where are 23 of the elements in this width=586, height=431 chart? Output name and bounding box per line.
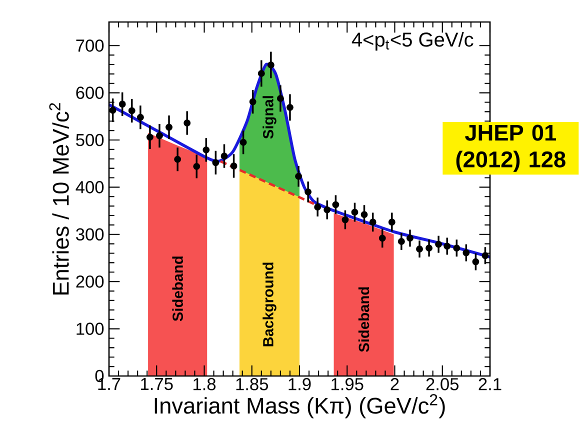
y-tick-label: 100	[76, 322, 104, 335]
x-tick-label: 1.75	[141, 378, 173, 390]
y-tick-label: 400	[76, 181, 104, 194]
x-axis-title: Invariant Mass (Kπ) (GeV/c$^{2}$)	[154, 394, 445, 418]
series-label: Sideband	[172, 256, 183, 322]
x-tick-label: 1.85	[236, 378, 268, 390]
x-tick-label: 2	[390, 378, 399, 390]
y-tick-label: 700	[76, 39, 104, 52]
annotation: 4<p$_{t}$<5 GeV/c	[352, 32, 474, 51]
y-tick-label: 200	[76, 275, 104, 288]
x-tick-label: 1.8	[194, 378, 216, 390]
series-label: Background	[262, 262, 276, 346]
series-label: Signal	[262, 96, 276, 139]
x-tick-label: 1.95	[332, 378, 364, 390]
annotation: JHEP 01 (2012) 128	[456, 124, 566, 172]
y-tick-label: 500	[76, 134, 104, 146]
y-tick-label: 300	[76, 228, 104, 241]
x-tick-label: 1.9	[288, 378, 311, 390]
y-axis-title: Entries / 10 MeV/c$^{2}$	[49, 103, 69, 294]
x-tick-label: 2.1	[478, 378, 502, 390]
y-tick-label: 600	[76, 86, 104, 99]
x-tick-label: 2.05	[426, 378, 459, 390]
series-label: Sideband	[358, 287, 370, 352]
